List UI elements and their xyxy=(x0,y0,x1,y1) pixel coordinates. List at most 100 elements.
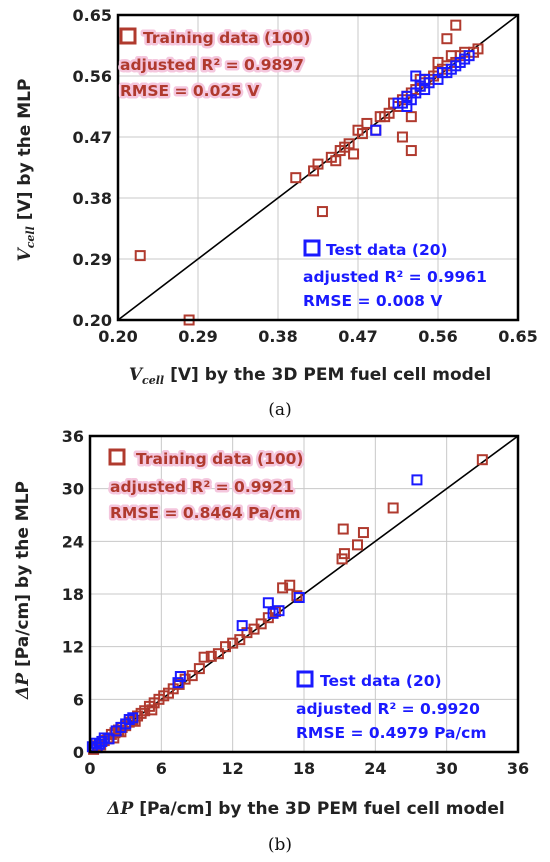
y-tick-label: 24 xyxy=(62,532,84,551)
y-tick-label: 36 xyxy=(62,427,84,446)
y-tick-label: 30 xyxy=(62,480,84,499)
y-tick-label: 18 xyxy=(62,585,84,604)
y-tick-label: 0.65 xyxy=(73,6,112,25)
legend-training-title: Training data (100) xyxy=(136,450,304,468)
panel-label-b: (b) xyxy=(268,835,292,855)
training-point xyxy=(476,454,488,466)
training-point xyxy=(146,704,158,716)
legend-test-marker xyxy=(303,239,321,257)
training-point xyxy=(316,206,328,218)
legend-training-a: Training data (100) adjusted R² = 0.9897… xyxy=(118,27,314,103)
legend-test-rmse: RMSE = 0.008 V xyxy=(303,292,442,310)
panel-label-a: (a) xyxy=(268,400,291,420)
training-point xyxy=(198,651,210,663)
training-point xyxy=(134,250,146,262)
training-point xyxy=(284,579,296,591)
training-point xyxy=(405,111,417,123)
test-point xyxy=(236,620,248,632)
y-tick-label: 12 xyxy=(62,638,84,657)
training-point xyxy=(312,158,324,170)
training-point xyxy=(255,618,267,630)
training-point xyxy=(291,590,303,602)
x-tick-label: 18 xyxy=(293,759,315,778)
x-tick-label: 0.20 xyxy=(98,327,137,346)
test-point xyxy=(293,592,305,604)
y-axis-label-b: ΔP[Pa/cm] by the MLP xyxy=(13,481,33,700)
legend-training-marker xyxy=(119,27,137,45)
test-point xyxy=(103,733,115,745)
y-tick-label: 0.38 xyxy=(73,189,112,208)
x-tick-label: 36 xyxy=(507,759,529,778)
legend-test-r2: adjusted R² = 0.9920 xyxy=(296,700,480,718)
test-point xyxy=(411,474,423,486)
test-point xyxy=(370,124,382,136)
legend-training-marker xyxy=(108,448,126,466)
x-tick-label: 0.29 xyxy=(178,327,217,346)
test-point xyxy=(401,101,413,112)
legend-training-rmse: RMSE = 0.025 V xyxy=(120,82,259,100)
legend-test-r2: adjusted R² = 0.9961 xyxy=(303,268,487,286)
training-point xyxy=(186,670,198,682)
training-point xyxy=(343,138,355,150)
training-point xyxy=(441,33,453,45)
tick-labels-a: 0.20 0.29 0.38 0.47 0.56 0.65 0.20 0.29 0.38 0.47… xyxy=(73,6,538,346)
x-tick-label: 12 xyxy=(222,759,244,778)
plot-frame-a xyxy=(116,13,520,322)
test-point xyxy=(172,677,184,689)
training-point xyxy=(352,539,363,551)
tick-labels-b: 0 6 12 18 24 30 36 0 6 12 18 24 30 36 xyxy=(62,427,529,778)
x-tick-label: 24 xyxy=(364,759,386,778)
test-point xyxy=(273,605,285,617)
training-point xyxy=(348,148,360,160)
legend-test-rmse: RMSE = 0.4979 Pa/cm xyxy=(296,724,487,742)
training-point xyxy=(383,107,395,119)
test-point xyxy=(262,597,274,609)
legend-test-title: Test data (20) xyxy=(326,241,448,259)
x-tick-label: 0 xyxy=(84,759,95,778)
y-tick-label: 0.47 xyxy=(73,128,112,147)
training-point xyxy=(330,155,342,167)
plot-frame-b xyxy=(88,434,520,754)
training-point xyxy=(338,548,350,560)
x-tick-label: 0.65 xyxy=(498,327,537,346)
test-point xyxy=(174,671,186,683)
training-point xyxy=(356,128,368,140)
legend-test-title: Test data (20) xyxy=(320,672,442,690)
points-b xyxy=(86,454,488,755)
training-point xyxy=(387,502,399,514)
legend-test-a: Test data (20) adjusted R² = 0.9961 RMSE… xyxy=(303,239,487,310)
training-point xyxy=(205,650,217,662)
training-point xyxy=(396,131,408,143)
training-point xyxy=(361,117,373,129)
training-point xyxy=(277,582,289,594)
legend-training-rmse: RMSE = 0.8464 Pa/cm xyxy=(110,504,301,522)
legend-training-r2: adjusted R² = 0.9897 xyxy=(120,56,304,74)
legend-test-marker xyxy=(296,670,314,688)
panel-a: 0.20 0.29 0.38 0.47 0.56 0.65 0.20 0.29 0.38 0.47… xyxy=(15,6,538,420)
training-point xyxy=(337,523,349,535)
x-tick-label: 0.47 xyxy=(338,327,377,346)
x-axis-label-b: ΔP [Pa/cm] by the 3D PEM fuel cell model xyxy=(106,799,504,819)
training-point xyxy=(450,19,462,31)
training-point xyxy=(290,172,302,184)
y-tick-label: 0.56 xyxy=(73,67,112,86)
points-a xyxy=(134,19,484,326)
x-tick-label: 30 xyxy=(436,759,458,778)
training-point xyxy=(405,145,417,157)
y-tick-label: 0.20 xyxy=(73,311,112,330)
training-point xyxy=(212,648,224,660)
y-tick-label: 0 xyxy=(73,743,84,762)
test-point xyxy=(419,73,431,85)
training-point xyxy=(193,663,205,675)
legend-training-title: Training data (100) xyxy=(143,29,311,47)
legend-training-b: Training data (100) adjusted R² = 0.9921… xyxy=(108,448,307,525)
test-point xyxy=(463,50,475,62)
y-tick-label: 0.29 xyxy=(73,250,112,269)
y-axis-label-a: Vcell[V] by the MLP xyxy=(15,79,37,262)
x-tick-label: 0.38 xyxy=(258,327,297,346)
x-axis-label-a: Vcell [V] by the 3D PEM fuel cell model xyxy=(129,365,491,387)
test-point xyxy=(127,712,139,724)
training-point xyxy=(370,124,382,136)
x-tick-label: 0.56 xyxy=(418,327,457,346)
